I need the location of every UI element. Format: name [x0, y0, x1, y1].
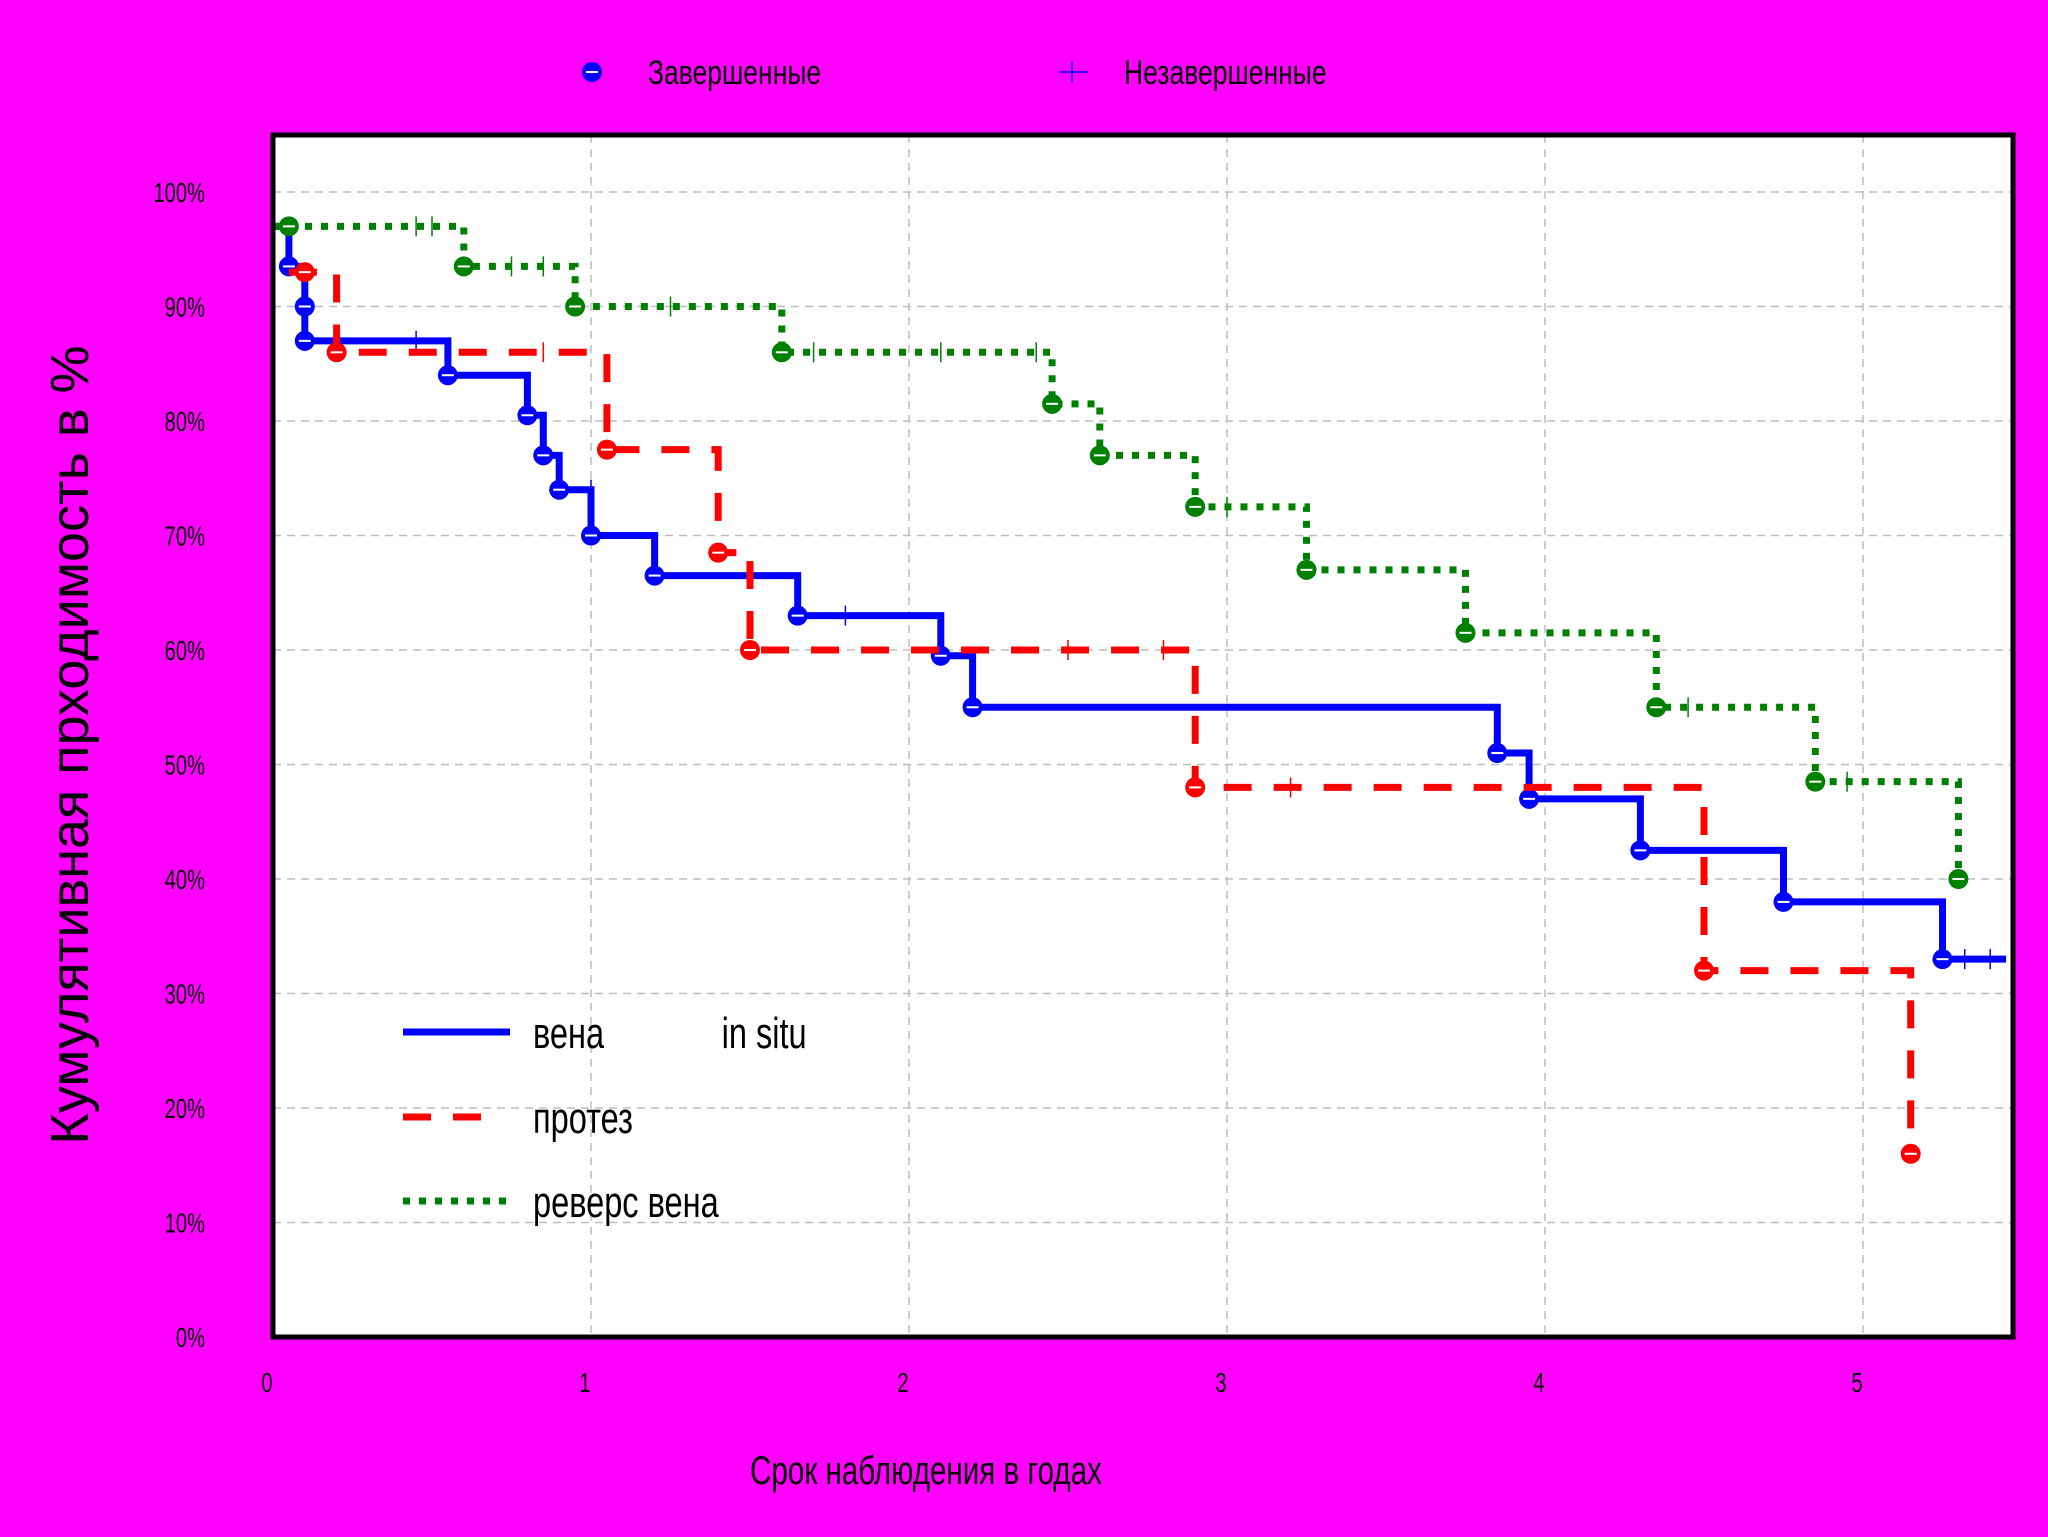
completed-legend-label: Завершенные: [648, 54, 821, 92]
series-layer: [273, 216, 2007, 1164]
y-tick-label: 10%: [165, 1208, 205, 1239]
y-tick-label: 90%: [165, 292, 205, 323]
legend-label-protez: протез: [533, 1094, 633, 1143]
x-tick-label: 1: [579, 1368, 590, 1399]
plot-frame: [270, 132, 2016, 1340]
x-tick-label: 5: [1851, 1368, 1862, 1399]
x-tick-labels: 0 1 2 3 4 5: [261, 1368, 1862, 1399]
y-tick-labels: 0% 10% 20% 30% 40% 50% 60% 70% 80% 90% 100%: [153, 178, 205, 1354]
series-2: [273, 216, 1969, 889]
legend-label-vena: вена in situ: [533, 1009, 807, 1058]
x-tick-label: 0: [261, 1368, 272, 1399]
y-tick-label: 100%: [153, 178, 205, 209]
x-tick-label: 2: [897, 1368, 908, 1399]
top-legend: Завершенные Незавершенные: [582, 54, 1327, 92]
x-tick-label: 3: [1215, 1368, 1226, 1399]
legend-label-revers: реверс вена: [533, 1178, 719, 1227]
series-line: [273, 222, 1962, 879]
y-tick-label: 0%: [176, 1323, 205, 1354]
y-tick-label: 20%: [165, 1094, 205, 1125]
y-tick-label: 60%: [165, 636, 205, 667]
series-1: [288, 262, 1921, 1164]
series-line: [288, 268, 1915, 1154]
censored-marker-icon: [1060, 62, 1088, 82]
x-tick-label: 4: [1533, 1368, 1544, 1399]
y-tick-label: 70%: [165, 521, 205, 552]
y-tick-label: 50%: [165, 750, 205, 781]
plot-area: [273, 135, 2013, 1337]
y-axis-title: Кумулятивная прходимость в %: [40, 345, 100, 1144]
series-0: [273, 222, 2007, 970]
grid-lines: [273, 135, 2013, 1337]
y-tick-label: 30%: [165, 979, 205, 1010]
x-axis-title: Срок наблюдения в годах: [750, 1449, 1102, 1493]
y-tick-label: 80%: [165, 407, 205, 438]
censored-legend-label: Незавершенные: [1124, 54, 1327, 92]
series-legend: вена in situ протез реверс вена: [403, 1009, 807, 1227]
y-tick-label: 40%: [165, 865, 205, 896]
